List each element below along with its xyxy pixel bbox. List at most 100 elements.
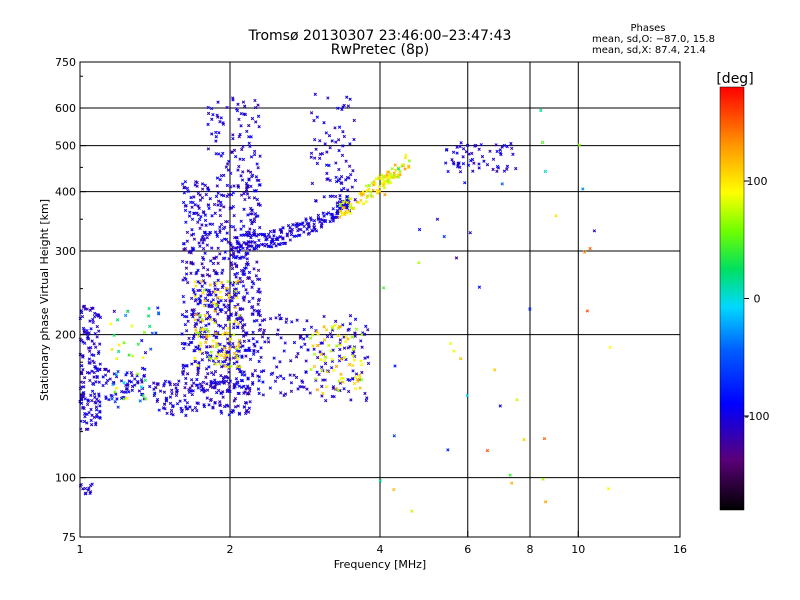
echo-point-cross [284, 320, 288, 324]
echo-point-cross [262, 318, 267, 322]
echo-point-cross [198, 349, 202, 354]
echo-point-cross [85, 370, 90, 375]
echo-point-cross [202, 404, 207, 409]
echo-point-cross [191, 336, 195, 341]
echo-point-cross [341, 380, 345, 384]
echo-point-cross [498, 151, 503, 155]
echo-point-cross [452, 349, 456, 353]
echo-point-cross [101, 383, 105, 388]
echo-point-cross [505, 144, 509, 149]
echo-point-cross [131, 354, 135, 358]
echo-point-cross [83, 492, 87, 496]
echo-point-cross [193, 348, 197, 353]
echo-point-cross [200, 262, 204, 266]
echo-point-cross [228, 379, 233, 383]
echo-point-cross [234, 263, 239, 268]
echo-point-cross [230, 266, 235, 271]
echo-point-cross [209, 379, 213, 384]
echo-point-cross [276, 328, 280, 332]
echo-point-cross [201, 234, 205, 238]
echo-point-cross [303, 342, 307, 346]
echo-point-cross [204, 192, 208, 197]
echo-point-cross [104, 381, 108, 385]
echo-point-cross [235, 271, 240, 276]
echo-point-cross [222, 173, 226, 178]
echo-point-cross [83, 486, 88, 491]
echo-point-cross [253, 344, 257, 348]
echo-point-cross [94, 423, 98, 427]
echo-point-cross [192, 308, 196, 312]
echo-point-cross [185, 363, 189, 368]
echo-point-cross [313, 137, 317, 142]
echo-point-cross [222, 205, 226, 209]
echo-point-cross [365, 396, 369, 400]
echo-point-cross [230, 245, 235, 249]
echo-point-cross [266, 340, 271, 344]
echo-point-cross [196, 302, 200, 306]
stats-header: Phases [630, 23, 665, 34]
echo-point-cross [336, 388, 341, 392]
echo-point-cross [209, 293, 213, 297]
echo-point-cross [185, 239, 189, 243]
echo-point-cross [252, 152, 257, 157]
echo-point-cross [352, 358, 357, 362]
echo-point-cross [112, 333, 116, 337]
echo-point-cross [348, 322, 352, 326]
echo-point-cross [211, 112, 215, 117]
echo-point-cross [360, 333, 364, 337]
echo-point-cross [108, 322, 113, 326]
echo-point-cross [261, 393, 265, 397]
echo-point-cross [204, 223, 208, 227]
echo-point-cross [330, 216, 334, 220]
echo-point-cross [206, 122, 210, 127]
echo-point-cross [231, 356, 236, 360]
echo-point-cross [309, 155, 313, 159]
echo-point-cross [246, 169, 250, 173]
x-axis-ticks: 1 2 4 6 8 10 16 [77, 531, 687, 556]
echo-point-cross [258, 327, 263, 332]
echo-point-cross [209, 350, 213, 354]
echo-point-cross [225, 105, 229, 110]
echo-point-cross [216, 352, 221, 357]
echo-point-cross [240, 355, 244, 359]
echo-point-cross [163, 407, 167, 411]
echo-point-cross [240, 372, 244, 377]
echo-point-cross [264, 235, 269, 239]
echo-point-cross [485, 448, 490, 453]
echo-point-cross [235, 364, 239, 369]
echo-point-cross [206, 289, 211, 294]
echo-point-cross [95, 413, 99, 417]
echo-point-cross [155, 397, 160, 402]
echo-point-cross [216, 305, 220, 309]
echo-point-cross [229, 193, 234, 197]
echo-point-cross [196, 191, 200, 196]
echo-point-cross [201, 210, 206, 214]
echo-point-cross [181, 294, 185, 299]
echo-point-cross [266, 336, 270, 340]
echo-point-cross [583, 250, 587, 254]
echo-point-cross [81, 354, 85, 358]
echo-point-cross [251, 282, 256, 286]
echo-point-cross [234, 289, 238, 294]
echo-point-cross [320, 368, 324, 373]
echo-point-cross [98, 362, 102, 366]
echo-point-cross [110, 347, 114, 352]
echo-point-cross [241, 329, 246, 333]
echo-point-cross [302, 230, 306, 234]
echo-point-cross [185, 230, 190, 235]
echo-point-cross [255, 309, 259, 313]
echo-point-cross [211, 261, 216, 266]
echo-point-cross [282, 241, 287, 245]
echo-point-cross [361, 202, 365, 206]
echo-point-cross [227, 381, 231, 386]
echo-point-cross [258, 313, 262, 318]
echo-point-cross [247, 406, 251, 410]
echo-point-cross [234, 275, 238, 279]
echo-point-cross [230, 150, 234, 155]
echo-point-cross [326, 96, 330, 100]
echo-point-cross [229, 206, 234, 210]
echo-point-cross [111, 380, 116, 385]
echo-point-cross [94, 408, 99, 412]
echo-point-cross [269, 372, 274, 376]
echo-point-cross [316, 213, 320, 218]
